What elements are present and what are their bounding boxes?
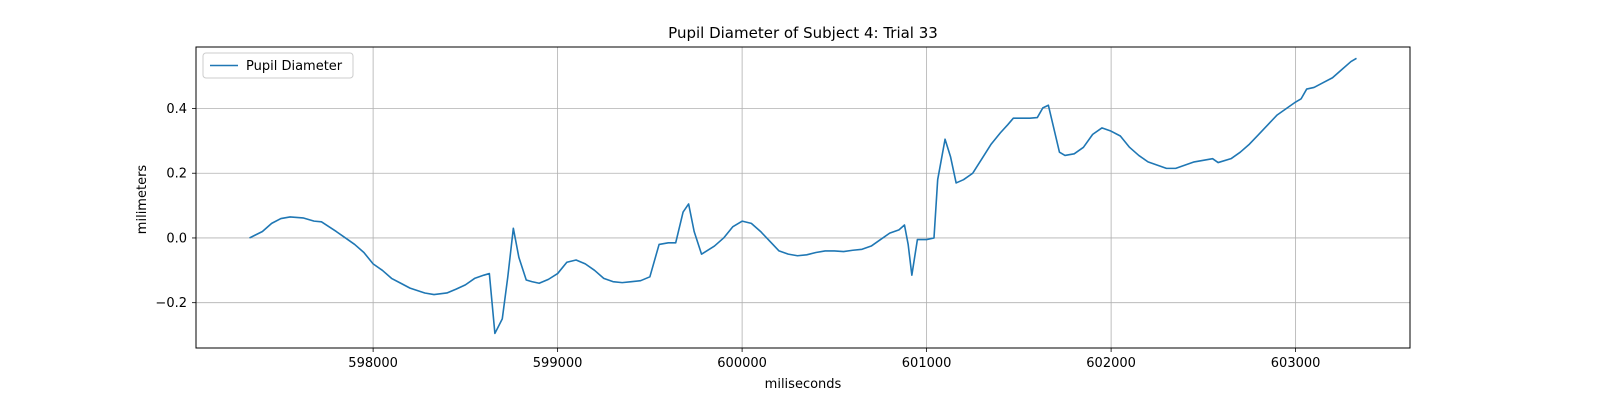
y-tick-label: 0.0 bbox=[166, 231, 187, 246]
x-tick-label: 599000 bbox=[533, 356, 583, 371]
x-tick-label: 598000 bbox=[348, 356, 398, 371]
legend: Pupil Diameter bbox=[202, 52, 354, 79]
grid bbox=[196, 47, 1410, 348]
x-axis: 598000 599000 600000 601000 602000 603000 bbox=[348, 348, 1320, 371]
x-tick-label: 602000 bbox=[1086, 356, 1136, 371]
y-axis: −0.2 0.0 0.2 0.4 bbox=[155, 102, 196, 311]
legend-entry-pupil-diameter: Pupil Diameter bbox=[246, 59, 343, 74]
plot-area-frame bbox=[195, 46, 1411, 349]
legend-box bbox=[202, 52, 354, 79]
y-tick-label: 0.2 bbox=[166, 167, 187, 182]
y-tick-label: −0.2 bbox=[155, 296, 187, 311]
series-layer bbox=[249, 57, 1357, 335]
series-line-pupil-diameter bbox=[249, 57, 1357, 335]
y-tick-label: 0.4 bbox=[166, 102, 187, 117]
y-axis-label: milimeters bbox=[135, 165, 150, 235]
x-tick-label: 601000 bbox=[902, 356, 952, 371]
x-tick-label: 600000 bbox=[717, 356, 767, 371]
x-tick-label: 603000 bbox=[1271, 356, 1321, 371]
chart-title: Pupil Diameter of Subject 4: Trial 33 bbox=[668, 24, 938, 42]
x-axis-label: miliseconds bbox=[765, 377, 842, 392]
